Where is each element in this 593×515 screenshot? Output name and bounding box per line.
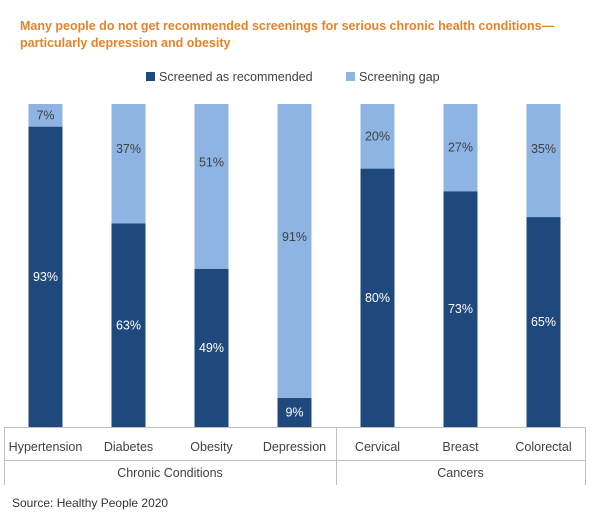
bar-gap-colorectal — [526, 104, 561, 218]
x-tick-label-obesity: Obesity — [190, 440, 233, 454]
x-tick-label-cervical: Cervical — [355, 440, 400, 454]
bar-gap-obesity — [194, 104, 229, 269]
data-label-gap-breast: 27% — [448, 141, 473, 155]
data-label-screened-obesity: 49% — [199, 341, 224, 355]
bar-screened-diabetes — [111, 223, 146, 427]
bar-gap-cervical — [360, 104, 395, 169]
x-tick-label-depression: Depression — [263, 440, 326, 454]
x-tick-label-colorectal: Colorectal — [515, 440, 571, 454]
bar-screened-cervical — [360, 168, 395, 427]
bar-gap-depression — [277, 104, 312, 398]
data-label-screened-breast: 73% — [448, 302, 473, 316]
data-label-gap-cervical: 20% — [365, 129, 390, 143]
bar-gap-diabetes — [111, 104, 146, 224]
x-tick-label-diabetes: Diabetes — [104, 440, 153, 454]
data-label-gap-depression: 91% — [282, 230, 307, 244]
legend-label-screened: Screened as recommended — [159, 70, 313, 84]
data-label-gap-diabetes: 37% — [116, 142, 141, 156]
chart-title-line-2: particularly depression and obesity — [20, 36, 231, 50]
x-tick-label-breast: Breast — [442, 440, 479, 454]
group-label-0: Chronic Conditions — [117, 466, 223, 480]
stacked-bar-chart: Screened as recommended Screening gap 93% 7… — [4, 70, 586, 485]
data-label-screened-cervical: 80% — [365, 291, 390, 305]
data-label-screened-colorectal: 65% — [531, 315, 556, 329]
bar-gap-hypertension — [28, 104, 63, 127]
bar-screened-colorectal — [526, 217, 561, 427]
legend-swatch-gap — [346, 72, 355, 81]
chart-title: Many people do not get recommended scree… — [20, 18, 580, 52]
data-label-gap-colorectal: 35% — [531, 142, 556, 156]
bar-screened-depression — [277, 397, 312, 427]
group-label-1: Cancers — [437, 466, 484, 480]
bar-gap-breast — [443, 104, 478, 192]
legend-swatch-screened — [146, 72, 155, 81]
data-label-gap-obesity: 51% — [199, 155, 224, 169]
bar-screened-obesity — [194, 268, 229, 427]
data-label-gap-hypertension: 7% — [36, 108, 54, 122]
bar-screened-breast — [443, 191, 478, 427]
x-tick-label-hypertension: Hypertension — [9, 440, 83, 454]
data-label-screened-depression: 9% — [285, 405, 303, 419]
chart-title-line-1: Many people do not get recommended scree… — [20, 19, 555, 33]
data-label-screened-diabetes: 63% — [116, 318, 141, 332]
legend-label-gap: Screening gap — [359, 70, 440, 84]
data-label-screened-hypertension: 93% — [33, 270, 58, 284]
bar-screened-hypertension — [28, 126, 63, 428]
source-note: Source: Healthy People 2020 — [12, 496, 169, 510]
